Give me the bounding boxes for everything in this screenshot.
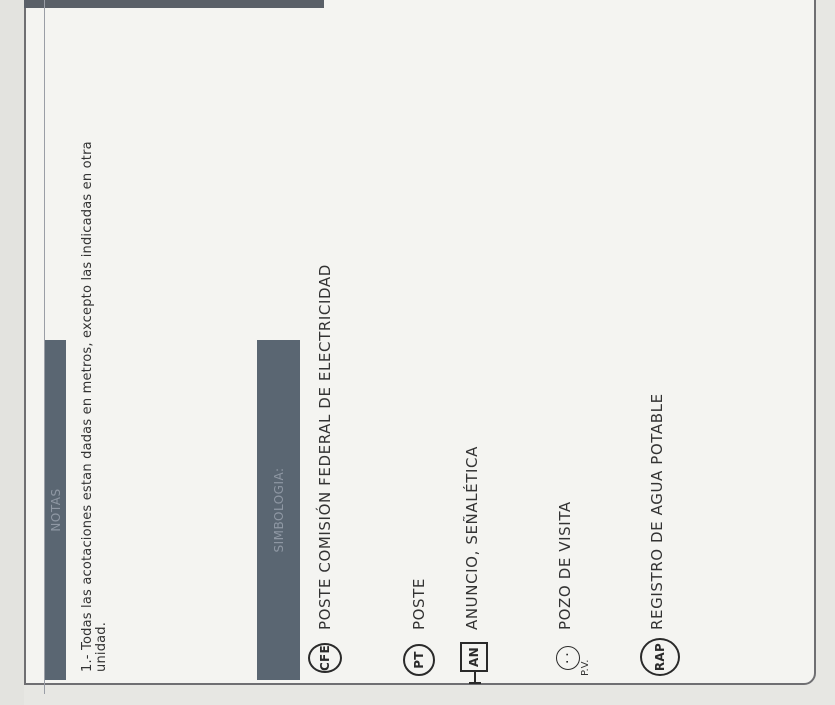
legend-label-an: ANUNCIO, SEÑALÉTICA bbox=[463, 446, 481, 630]
legend-panel bbox=[24, 0, 816, 685]
sign-post-base-icon bbox=[469, 682, 481, 684]
column-divider bbox=[44, 0, 45, 694]
pt-circle-icon: PT bbox=[403, 644, 435, 676]
notes-header: NOTAS bbox=[45, 340, 66, 680]
manhole-label: P.V. bbox=[580, 659, 591, 676]
legend-label-pt: POSTE bbox=[410, 577, 428, 630]
notes-header-label: NOTAS bbox=[48, 488, 63, 532]
top-strip bbox=[24, 0, 324, 8]
cfe-circle-icon: CFE bbox=[308, 643, 342, 673]
left-gutter bbox=[0, 0, 24, 705]
symbology-header: SIMBOLOGIA: bbox=[257, 340, 300, 680]
rap-circle-icon: RAP bbox=[640, 638, 680, 676]
sign-post-icon bbox=[474, 672, 476, 684]
symbology-header-label: SIMBOLOGIA: bbox=[271, 467, 286, 553]
an-square-icon: AN bbox=[460, 642, 488, 672]
legend-label-rap: REGISTRO DE AGUA POTABLE bbox=[648, 393, 666, 630]
manhole-icon: · · bbox=[556, 646, 580, 670]
note-line-2: unidad. bbox=[94, 621, 109, 672]
legend-label-cfe: POSTE COMISIÓN FEDERAL DE ELECTRICIDAD bbox=[316, 264, 334, 630]
note-line-1: 1.- Todas las acotaciones estan dadas en… bbox=[80, 141, 95, 672]
legend-label-pv: POZO DE VISITA bbox=[556, 501, 574, 630]
